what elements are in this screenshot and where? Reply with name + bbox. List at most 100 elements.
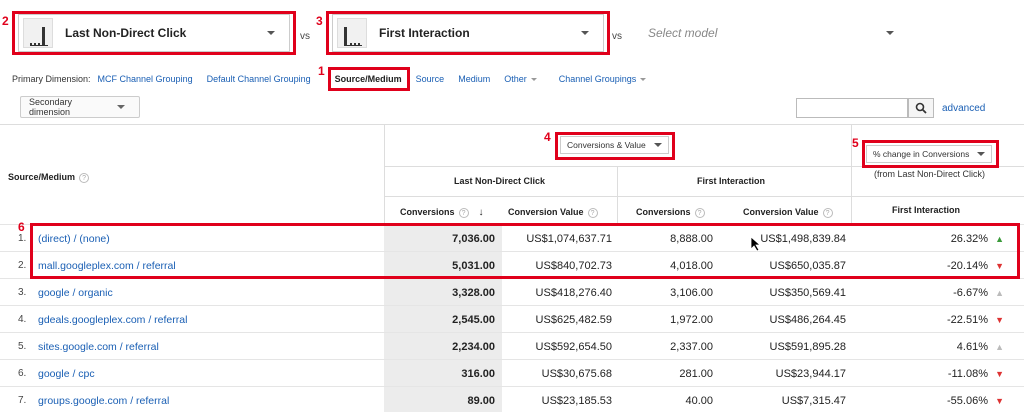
compare-metric-dropdown[interactable]: % change in Conversions [866, 145, 993, 163]
col-conversions-2-text: Conversions [636, 207, 691, 217]
table-row: 7. groups.google.com / referral 89.00 US$23… [0, 386, 1024, 412]
value-last-non-direct: US$840,702.73 [535, 260, 612, 272]
row-index: 6. [18, 368, 27, 379]
search-button[interactable] [908, 98, 934, 118]
annotation-number-1: 1 [318, 64, 325, 78]
source-medium-link[interactable]: (direct) / (none) [38, 233, 110, 245]
row-index: 4. [18, 314, 27, 325]
value-first-interaction: US$23,944.17 [775, 368, 846, 380]
conversions-first-interaction: 8,888.00 [670, 233, 713, 245]
trend-neutral-icon: ▲ [995, 288, 1004, 298]
source-medium-link[interactable]: gdeals.googleplex.com / referral [38, 314, 188, 326]
table-row: 6. google / cpc 316.00 US$30,675.68 281.00 US… [0, 359, 1024, 386]
pd-mcf-channel-grouping[interactable]: MCF Channel Grouping [97, 74, 193, 84]
table-row: 5. sites.google.com / referral 2,234.00 US$… [0, 332, 1024, 359]
col-conversions-2[interactable]: Conversions? [636, 207, 705, 218]
model-select-3[interactable]: Select model [648, 14, 908, 52]
secondary-dimension-dropdown[interactable]: Secondary dimension [20, 96, 140, 118]
annotation-number-3: 3 [316, 14, 323, 28]
col-value-1-text: Conversion Value [508, 207, 584, 217]
attribution-model-icon [337, 18, 367, 48]
pd-medium[interactable]: Medium [458, 74, 491, 84]
primary-metric-shade [384, 387, 502, 412]
col-value-1[interactable]: Conversion Value? [508, 207, 598, 218]
source-medium-link[interactable]: mall.googleplex.com / referral [38, 260, 176, 272]
annotation-number-6: 6 [18, 220, 25, 234]
search-input[interactable] [796, 98, 908, 118]
col-value-2[interactable]: Conversion Value? [743, 207, 833, 218]
chevron-down-icon [581, 31, 589, 35]
value-first-interaction: US$486,264.45 [769, 314, 846, 326]
annotation-number-5: 5 [852, 136, 859, 150]
model-select-1[interactable]: Last Non-Direct Click [18, 14, 290, 52]
pd-source[interactable]: Source [415, 74, 445, 84]
trend-down-icon: ▼ [995, 261, 1004, 271]
pd-other-label: Other [504, 74, 527, 84]
metric-group-dropdown[interactable]: Conversions & Value [560, 136, 669, 154]
model-select-2[interactable]: First Interaction [332, 14, 604, 52]
conversions-first-interaction: 4,018.00 [670, 260, 713, 272]
primary-metric-shade [384, 333, 502, 359]
col-conversions-1[interactable]: Conversions? ↓ [400, 207, 484, 218]
help-icon: ? [458, 207, 469, 218]
value-last-non-direct: US$625,482.59 [535, 314, 612, 326]
trend-down-icon: ▼ [995, 369, 1004, 379]
percent-change: -11.08% [947, 368, 988, 380]
conversions-last-non-direct: 7,036.00 [452, 233, 495, 245]
percent-change: -55.06% [947, 395, 988, 407]
pd-source-medium[interactable]: Source/Medium [334, 74, 402, 84]
value-first-interaction: US$350,569.41 [769, 287, 846, 299]
source-medium-link[interactable]: google / organic [38, 287, 113, 299]
group-header-first-interaction-change: First Interaction [892, 205, 961, 215]
table-row: 3. google / organic 3,328.00 US$418,276.40 3… [0, 278, 1024, 305]
value-first-interaction: US$591,895.28 [769, 341, 846, 353]
group-header-first-interaction: First Interaction [697, 176, 766, 186]
model-1-label: Last Non-Direct Click [65, 26, 187, 40]
vs-label: vs [300, 31, 310, 42]
search-icon [915, 102, 927, 114]
percent-change: -22.51% [947, 314, 988, 326]
col-conversions-1-text: Conversions [400, 207, 455, 217]
col-value-2-text: Conversion Value [743, 207, 819, 217]
primary-metric-shade [384, 252, 502, 278]
conversions-last-non-direct: 3,328.00 [452, 287, 495, 299]
table-row: 4. gdeals.googleplex.com / referral 2,545.… [0, 305, 1024, 332]
conversions-last-non-direct: 316.00 [461, 368, 495, 380]
conversions-last-non-direct: 2,234.00 [452, 341, 495, 353]
row-index: 1. [18, 233, 27, 244]
primary-metric-shade [384, 360, 502, 386]
table-row: 2. mall.googleplex.com / referral 5,031.00… [0, 251, 1024, 278]
secondary-dimension-label: Secondary dimension [29, 97, 73, 117]
trend-up-icon: ▲ [995, 234, 1004, 244]
compare-sub-label: (from Last Non-Direct Click) [874, 169, 986, 179]
advanced-link[interactable]: advanced [942, 103, 986, 114]
chevron-down-icon [653, 143, 662, 147]
source-medium-header-text: Source/Medium [8, 172, 76, 182]
help-icon: ? [822, 207, 833, 218]
conversions-first-interaction: 40.00 [685, 395, 713, 407]
value-first-interaction: US$650,035.87 [769, 260, 846, 272]
pd-channel-groupings[interactable]: Channel Groupings [559, 74, 647, 84]
value-last-non-direct: US$30,675.68 [541, 368, 612, 380]
metric-group-label: Conversions & Value [567, 140, 646, 150]
group-header-last-non-direct: Last Non-Direct Click [454, 176, 546, 186]
attribution-model-icon [23, 18, 53, 48]
source-medium-link[interactable]: groups.google.com / referral [38, 395, 170, 407]
pd-other[interactable]: Other [504, 74, 537, 84]
percent-change: 26.32% [950, 233, 988, 245]
model-2-label: First Interaction [379, 26, 470, 40]
source-medium-link[interactable]: google / cpc [38, 368, 95, 380]
percent-change: 4.61% [956, 341, 988, 353]
mouse-cursor-icon [750, 236, 762, 252]
pd-default-channel-grouping[interactable]: Default Channel Grouping [206, 74, 311, 84]
value-last-non-direct: US$1,074,637.71 [526, 233, 612, 245]
pd-channel-groupings-label: Channel Groupings [558, 74, 637, 84]
conversions-last-non-direct: 89.00 [467, 395, 495, 407]
primary-metric-shade [384, 225, 502, 251]
source-medium-link[interactable]: sites.google.com / referral [38, 341, 159, 353]
row-index: 5. [18, 341, 27, 352]
row-index: 7. [18, 395, 27, 406]
sort-desc-icon: ↓ [478, 207, 484, 218]
conversions-last-non-direct: 2,545.00 [452, 314, 495, 326]
trend-down-icon: ▼ [995, 315, 1004, 325]
